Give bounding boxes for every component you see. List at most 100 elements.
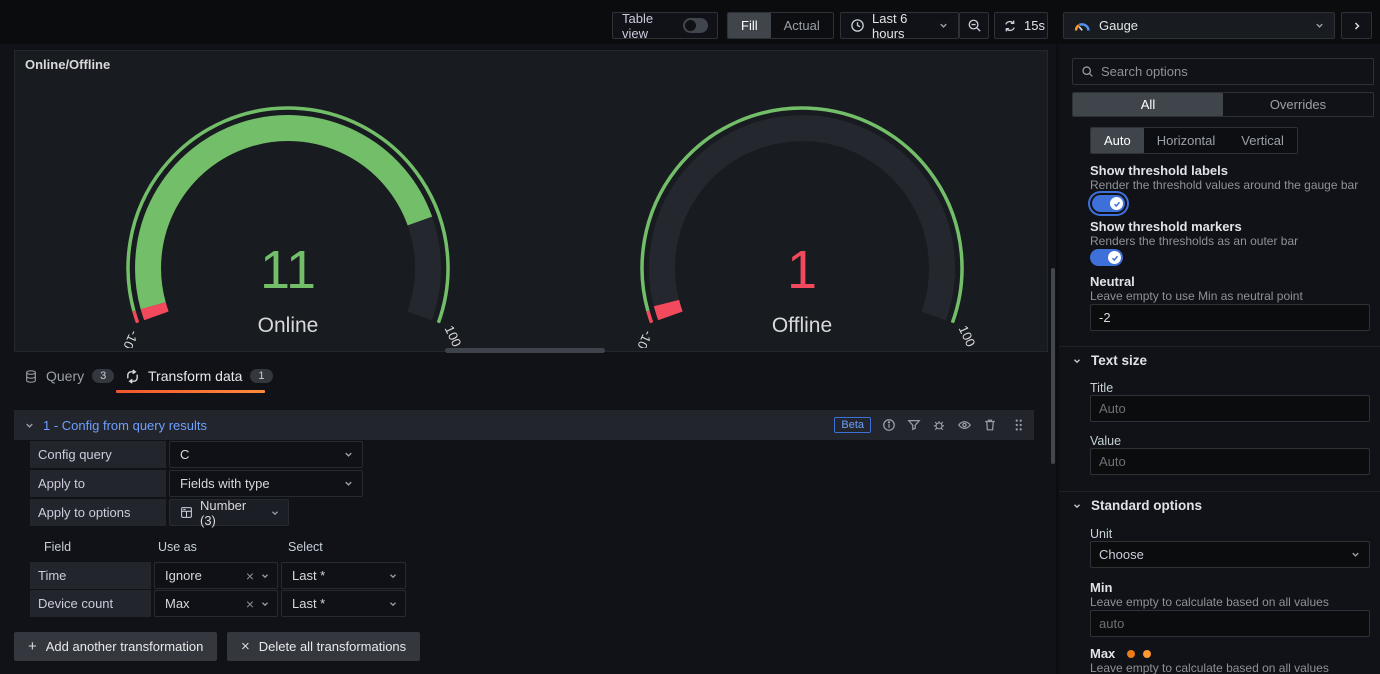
gauge-online: -10 100 11 Online <box>120 106 465 348</box>
chevron-down-icon <box>1074 358 1080 363</box>
add-transformation-label: Add another transformation <box>45 639 204 654</box>
process-icon <box>125 368 140 384</box>
show-threshold-markers-toggle[interactable] <box>1090 249 1123 266</box>
tab-query-label: Query <box>46 368 85 384</box>
title-size-input[interactable] <box>1090 395 1370 422</box>
gauge-offline: -10 100 1 Offline <box>634 106 978 348</box>
reducer-value: Last * <box>292 596 326 611</box>
top-toolbar: Table view Fill Actual Last 6 hours 15s <box>0 0 1380 44</box>
chevron-down-icon <box>1314 20 1325 31</box>
orientation-radio-group: Auto Horizontal Vertical <box>1090 127 1298 154</box>
transformation-actions: Beta <box>834 417 1024 433</box>
clear-icon[interactable]: × <box>245 567 254 584</box>
filter-tab-all[interactable]: All <box>1073 93 1223 116</box>
table-view-control[interactable]: Table view <box>612 10 718 41</box>
orientation-horizontal[interactable]: Horizontal <box>1156 133 1216 148</box>
standard-options-section-header[interactable]: Standard options <box>1072 498 1202 513</box>
gauge-track <box>649 115 955 321</box>
panel-options-sidebar: All Overrides Auto Horizontal Vertical S… <box>1056 44 1380 674</box>
config-query-select[interactable]: C <box>169 441 363 468</box>
table-view-toggle[interactable] <box>682 18 708 33</box>
plus-icon: + <box>28 638 37 655</box>
override-dot-icon <box>1127 649 1136 658</box>
min-input[interactable] <box>1090 610 1370 637</box>
actual-button[interactable]: Actual <box>783 18 820 33</box>
unit-value: Choose <box>1099 547 1144 562</box>
chevron-down-icon <box>938 20 949 31</box>
tab-query[interactable]: Query 3 <box>24 361 115 391</box>
unit-select[interactable]: Choose <box>1090 541 1370 568</box>
gauge-min-label: -10 <box>634 328 656 348</box>
panel-title: Online/Offline <box>25 57 111 72</box>
min-label: Min <box>1090 580 1113 595</box>
debug-icon[interactable] <box>932 418 946 432</box>
gauge-outer-marker <box>126 106 450 324</box>
apply-to-options-label: Apply to options <box>30 499 166 526</box>
transformation-card-header[interactable]: 1 - Config from query results Beta <box>14 410 1034 440</box>
time-range-picker[interactable]: Last 6 hours <box>840 11 959 41</box>
gauge-outer-marker-red <box>132 310 140 324</box>
options-search[interactable] <box>1072 58 1374 85</box>
toggle-knob <box>1110 197 1123 210</box>
show-threshold-labels-toggle[interactable] <box>1092 195 1125 212</box>
gauge-min-label: -10 <box>120 328 142 348</box>
apply-to-select[interactable]: Fields with type <box>169 470 363 497</box>
gauge-value: 11 <box>260 240 316 300</box>
gauge-label: Offline <box>772 314 832 337</box>
value-size-input[interactable] <box>1090 448 1370 475</box>
show-threshold-markers-label: Show threshold markers <box>1090 219 1242 234</box>
chevron-right-icon <box>1354 21 1360 30</box>
info-icon[interactable] <box>882 418 896 432</box>
filter-icon[interactable] <box>907 418 921 432</box>
close-icon: × <box>241 638 250 655</box>
neutral-input[interactable] <box>1090 304 1370 331</box>
chevron-down-icon[interactable] <box>24 420 35 431</box>
text-size-section-title: Text size <box>1091 353 1148 368</box>
clear-icon[interactable]: × <box>245 595 254 612</box>
reducer-select[interactable]: Last * <box>281 590 406 617</box>
tab-transform-data[interactable]: Transform data 1 <box>125 361 273 391</box>
use-as-select[interactable]: Max × <box>154 590 278 617</box>
eye-icon[interactable] <box>957 418 972 432</box>
refresh-control[interactable]: 15s <box>994 12 1048 39</box>
vertical-scrollbar[interactable] <box>1051 268 1055 464</box>
chevron-down-icon <box>1074 503 1080 508</box>
filter-tab-overrides[interactable]: Overrides <box>1269 97 1327 112</box>
table-view-label: Table view <box>622 10 654 41</box>
check-icon <box>1113 201 1120 207</box>
override-dot-icon <box>1143 649 1152 658</box>
gauge-outer-marker <box>640 106 964 324</box>
refresh-interval-label: 15s <box>1024 18 1045 33</box>
orientation-vertical[interactable]: Vertical <box>1241 133 1284 148</box>
delete-all-transformations-button[interactable]: × Delete all transformations <box>227 632 421 661</box>
gauge-max-label: 100 <box>442 323 465 348</box>
orientation-auto[interactable]: Auto <box>1091 128 1144 153</box>
use-as-select[interactable]: Ignore × <box>154 562 278 589</box>
use-as-value: Ignore <box>165 568 202 583</box>
refresh-icon <box>1003 19 1017 33</box>
apply-to-options-select[interactable]: Number (3) <box>169 497 289 528</box>
zoom-out-button[interactable] <box>959 12 989 39</box>
drag-handle-icon[interactable] <box>1013 418 1024 432</box>
collapse-options-button[interactable] <box>1341 12 1372 39</box>
gauge-threshold-tick <box>140 302 169 321</box>
viz-picker-label: Gauge <box>1099 18 1139 33</box>
apply-to-options-value: Number (3) <box>200 497 247 528</box>
reducer-select[interactable]: Last * <box>281 562 406 589</box>
options-search-input[interactable] <box>1101 64 1365 79</box>
pane-resize-handle[interactable] <box>445 348 605 353</box>
apply-to-label: Apply to <box>30 470 166 497</box>
text-size-section-header[interactable]: Text size <box>1072 353 1147 368</box>
active-tab-underline <box>116 390 265 393</box>
chevron-down-icon <box>262 573 268 578</box>
viz-picker[interactable]: Gauge <box>1063 12 1335 39</box>
panel-preview: Online/Offline -10 100 11 Online -10 100… <box>14 50 1048 352</box>
database-icon <box>24 369 38 384</box>
trash-icon[interactable] <box>983 418 997 432</box>
gauge-outer-marker-red <box>646 310 654 324</box>
chevron-down-icon <box>262 601 268 606</box>
add-transformation-button[interactable]: + Add another transformation <box>14 632 218 661</box>
chevron-down-icon <box>390 601 396 606</box>
use-as-column-header: Use as <box>158 540 197 554</box>
fill-button[interactable]: Fill <box>728 13 771 38</box>
